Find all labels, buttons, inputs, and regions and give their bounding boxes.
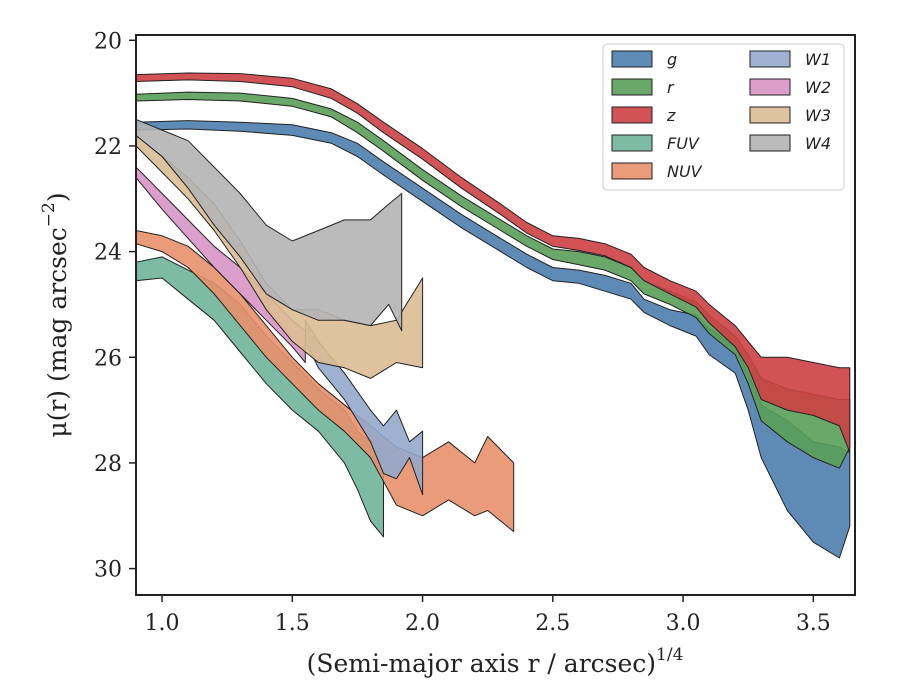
band-w4 xyxy=(136,119,403,332)
legend-swatch-w4 xyxy=(749,134,791,152)
band-w2 xyxy=(136,166,306,363)
y-tick-label: 26 xyxy=(94,346,122,371)
y-tick-label: 28 xyxy=(94,452,122,477)
legend-swatch-g xyxy=(611,50,653,68)
legend-swatch-w2 xyxy=(749,78,791,96)
y-axis: 20 22 24 26 28 30 xyxy=(94,29,136,583)
legend-swatch-r xyxy=(611,78,653,96)
y-tick-label: 20 xyxy=(94,29,122,54)
plot-frame xyxy=(135,34,856,596)
legend-label-nuv: NUV xyxy=(667,162,703,181)
x-axis-label-exponent: 1/4 xyxy=(656,645,683,665)
band-z xyxy=(136,72,851,453)
y-tick-label: 22 xyxy=(94,135,122,160)
y-axis-label-exponent: −2 xyxy=(39,202,59,227)
legend-label-g: g xyxy=(667,50,677,69)
band-g xyxy=(136,120,851,559)
legend-label-w4: W4 xyxy=(805,134,831,153)
legend-label-w3: W3 xyxy=(805,106,831,125)
legend-label-w1: W1 xyxy=(805,50,831,69)
y-axis-label-text: μ(r) (mag arcsec xyxy=(43,227,72,437)
x-axis-label: (Semi-major axis r / arcsec)1/4 xyxy=(307,645,684,678)
legend-label-w2: W2 xyxy=(805,78,831,97)
y-tick-label: 30 xyxy=(94,558,122,583)
legend-swatch-z xyxy=(611,106,653,124)
x-tick-label: 3.0 xyxy=(666,611,701,636)
legend-swatch-w1 xyxy=(749,50,791,68)
y-axis-label: μ(r) (mag arcsec−2) xyxy=(39,192,72,437)
legend-label-z: z xyxy=(666,106,676,125)
band-layer xyxy=(136,72,851,559)
legend-swatch-nuv xyxy=(611,162,653,180)
legend-swatch-fuv xyxy=(611,134,653,152)
x-axis-label-text: (Semi-major axis r / arcsec) xyxy=(307,649,656,678)
legend-swatch-w3 xyxy=(749,106,791,124)
x-tick-label: 1.0 xyxy=(145,611,180,636)
legend-label-r: r xyxy=(667,78,675,97)
legend: grz FUV NUV W1 W2 W3 W4 xyxy=(602,43,845,191)
y-axis-label-close: ) xyxy=(43,192,72,202)
x-axis: 1.0 1.5 2.0 2.5 3.0 3.5 xyxy=(145,595,831,636)
x-tick-label: 1.5 xyxy=(275,611,310,636)
x-tick-label: 2.5 xyxy=(535,611,570,636)
y-tick-label: 24 xyxy=(94,241,122,266)
x-tick-label: 2.0 xyxy=(405,611,440,636)
x-tick-label: 3.5 xyxy=(796,611,831,636)
legend-label-fuv: FUV xyxy=(667,134,700,153)
